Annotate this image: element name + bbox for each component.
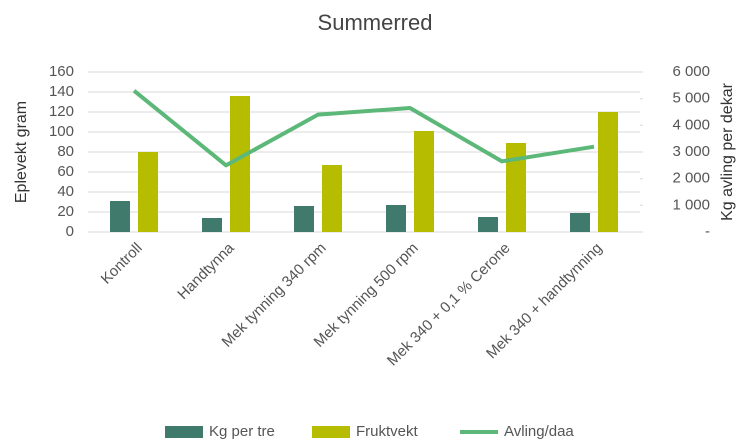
legend-label: Avling/daa: [504, 423, 574, 440]
legend-swatch: [165, 426, 203, 438]
y-axis-label: Eplevekt gram: [13, 101, 30, 203]
y-tick-label: 60: [57, 163, 74, 180]
legend-label: Kg per tre: [209, 423, 275, 440]
x-tick-label: Mek tynning 500 rpm: [311, 240, 422, 351]
y-tick-label: 160: [49, 63, 74, 80]
bar: [294, 206, 314, 232]
chart-title: Summerred: [318, 10, 433, 35]
line: [132, 89, 595, 168]
bar: [322, 165, 342, 232]
y-tick-label: 80: [57, 143, 74, 160]
y-tick-label: 120: [49, 103, 74, 120]
y-tick-label: 0: [66, 223, 74, 240]
x-tick-label: Handtynna: [174, 239, 238, 303]
y-tick-label: 140: [49, 83, 74, 100]
y2-tick-label: 4 000: [672, 116, 710, 133]
y-tick-label: 40: [57, 183, 74, 200]
y2-tick-label: -: [705, 223, 710, 240]
bar: [414, 131, 434, 232]
bar: [478, 217, 498, 232]
y2-tick-label: 5 000: [672, 90, 710, 107]
y2-tick-label: 2 000: [672, 170, 710, 187]
y-tick-label: 100: [49, 123, 74, 140]
y2-tick-label: 3 000: [672, 143, 710, 160]
bar: [110, 201, 130, 232]
y2-axis-label: Kg avling per dekar: [719, 82, 736, 221]
y2-tick-label: 1 000: [672, 196, 710, 213]
y2-tick-label: 6 000: [672, 63, 710, 80]
bar: [570, 213, 590, 232]
x-tick-label: Kontroll: [98, 240, 146, 288]
y-tick-label: 20: [57, 203, 74, 220]
x-tick-label: Mek tynning 340 rpm: [219, 240, 330, 351]
bar: [506, 143, 526, 232]
bar: [386, 205, 406, 232]
bar: [138, 152, 158, 232]
bar: [598, 112, 618, 232]
bar: [230, 96, 250, 232]
bar: [202, 218, 222, 232]
legend-label: Fruktvekt: [356, 423, 419, 440]
legend-swatch: [312, 426, 350, 438]
